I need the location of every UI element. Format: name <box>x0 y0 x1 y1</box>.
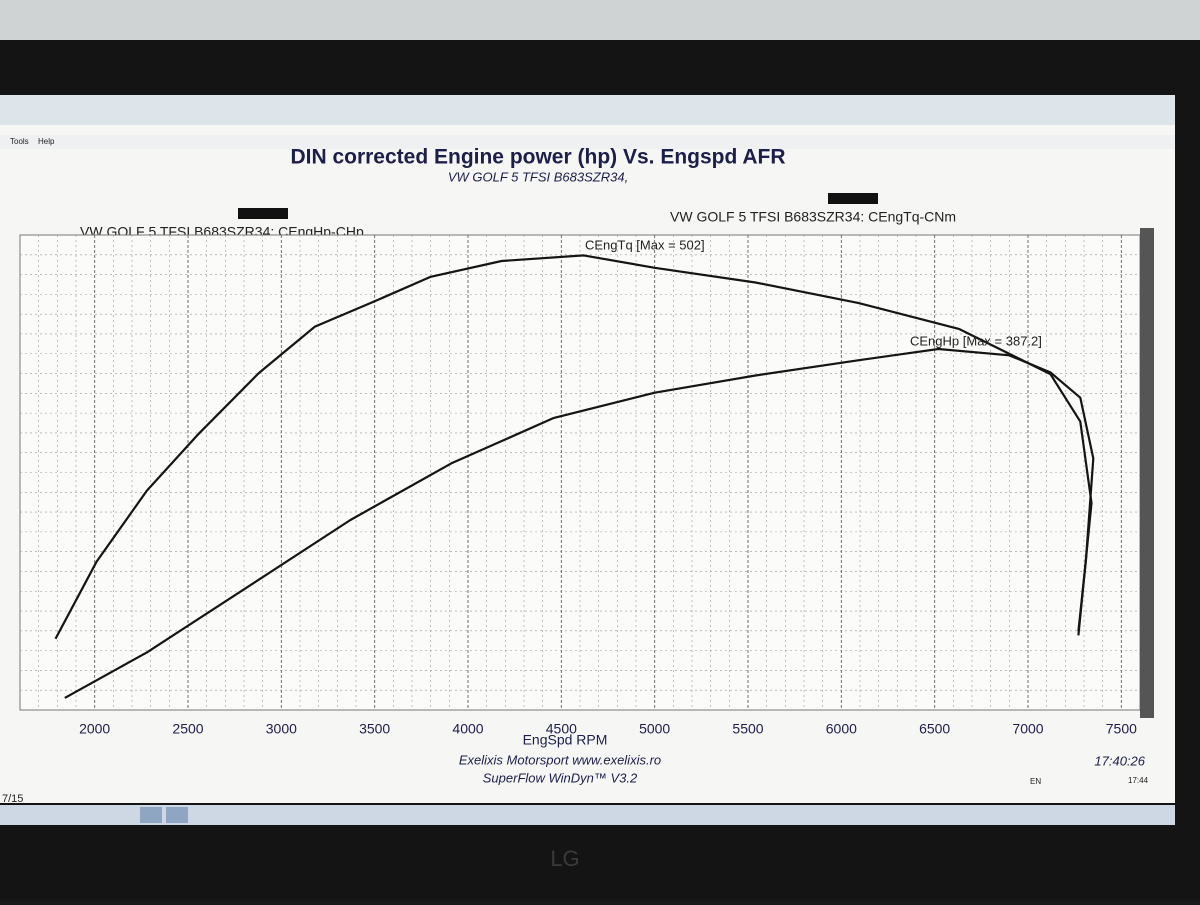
menu-item[interactable]: Tools <box>10 137 29 146</box>
taskbar <box>0 805 1175 825</box>
menu-bar <box>0 135 1175 149</box>
x-tick-label: 5000 <box>639 721 670 737</box>
x-tick-label: 7000 <box>1012 721 1043 737</box>
chart-title: DIN corrected Engine power (hp) Vs. Engs… <box>290 146 785 169</box>
wall <box>0 0 1200 40</box>
x-tick-label: 3000 <box>266 721 297 737</box>
x-tick-label: 3500 <box>359 721 390 737</box>
x-tick-label: 2000 <box>79 721 110 737</box>
x-tick-label: 7500 <box>1106 721 1137 737</box>
clock: 17:44 <box>1128 776 1149 785</box>
x-axis-label: EngSpd RPM <box>523 732 608 748</box>
x-tick-label: 4500 <box>546 721 577 737</box>
footer-software: SuperFlow WinDyn™ V3.2 <box>483 770 638 785</box>
footer-company: Exelixis Motorsport www.exelixis.ro <box>459 752 661 767</box>
taskbar-button[interactable] <box>140 807 162 823</box>
annotation: CEngTq [Max = 502] <box>585 237 705 252</box>
plot-shadow <box>1140 228 1154 718</box>
chart-subtitle: VW GOLF 5 TFSI B683SZR34, <box>448 169 628 184</box>
x-tick-label: 6500 <box>919 721 950 737</box>
annotation: CEngHp [Max = 387.2] <box>910 333 1042 348</box>
footer-time: 17:40:26 <box>1094 753 1145 768</box>
x-tick-label: 2500 <box>172 721 203 737</box>
language-indicator[interactable]: EN <box>1030 777 1041 786</box>
series-line <box>64 347 1095 699</box>
x-tick-label: 4000 <box>452 721 483 737</box>
series-line <box>54 254 1093 640</box>
date-fragment: 7/15 <box>2 793 23 805</box>
monitor-logo: LG <box>550 846 579 871</box>
legend-marker <box>238 208 288 219</box>
legend-marker <box>828 193 878 204</box>
taskbar-button[interactable] <box>166 807 188 823</box>
x-tick-label: 5500 <box>732 721 763 737</box>
x-tick-label: 6000 <box>826 721 857 737</box>
menu-item[interactable]: Help <box>38 137 55 146</box>
window-titlebar <box>0 95 1175 125</box>
legend-entry: VW GOLF 5 TFSI B683SZR34: CEngTq-CNm <box>670 209 956 225</box>
